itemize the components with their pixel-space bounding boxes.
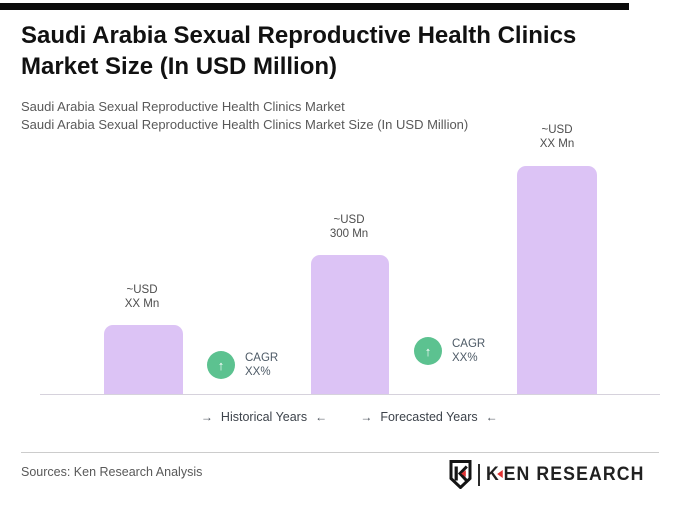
red-triangle-icon xyxy=(496,469,503,478)
left-arrow-icon: ← xyxy=(485,410,498,424)
logo-wordmark: K EN RESEARCH xyxy=(485,463,645,485)
left-arrow-icon: ← xyxy=(315,410,328,424)
up-arrow-icon: ↑ xyxy=(414,337,442,365)
ken-research-logo: K EN RESEARCH xyxy=(449,460,656,489)
bar-base-year xyxy=(311,255,389,394)
cagr-annotation: CAGR XX% xyxy=(452,338,486,364)
x-span-label: Forecasted Years xyxy=(380,410,478,424)
x-axis-line xyxy=(40,394,660,395)
subtitle-line-2: Saudi Arabia Sexual Reproductive Health … xyxy=(21,117,469,132)
bar-value-label: ~USD XX Mn xyxy=(539,124,575,150)
top-accent-bar xyxy=(0,3,629,10)
up-arrow-icon: ↑ xyxy=(207,351,235,379)
x-span-forecasted-years: → Forecasted Years ← xyxy=(349,410,509,424)
bar-value-label: ~USD XX Mn xyxy=(124,284,160,310)
bar-historical xyxy=(104,325,183,394)
page-title: Saudi Arabia Sexual Reproductive Health … xyxy=(21,22,577,80)
right-arrow-icon: → xyxy=(360,410,373,424)
cagr-annotation: CAGR XX% xyxy=(245,352,279,378)
bar-value-label: ~USD 300 Mn xyxy=(329,214,369,240)
subtitle-line-1: Saudi Arabia Sexual Reproductive Health … xyxy=(21,99,345,114)
sources-note: Sources: Ken Research Analysis xyxy=(21,465,203,479)
logo-divider xyxy=(477,463,480,486)
x-span-label: Historical Years xyxy=(220,410,308,424)
bar-forecast xyxy=(517,166,597,394)
x-span-historical-years: → Historical Years ← xyxy=(189,410,339,424)
right-arrow-icon: → xyxy=(200,410,213,424)
footer-divider xyxy=(21,452,659,453)
shield-k-icon xyxy=(449,460,472,489)
